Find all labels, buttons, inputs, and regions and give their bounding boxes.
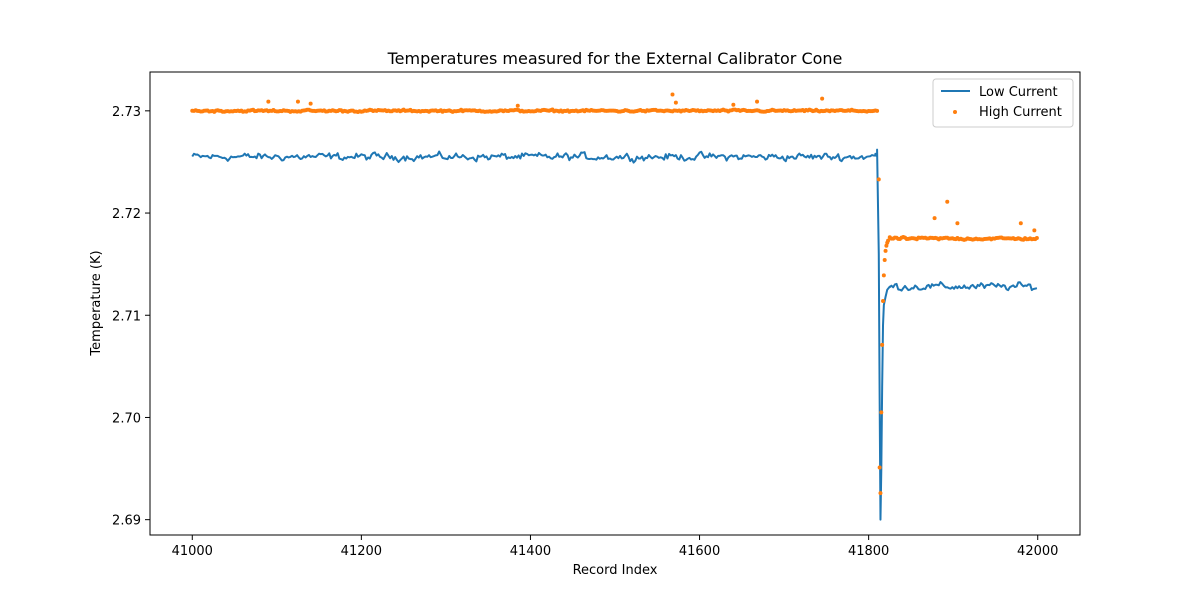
scatter-point-high-current [955,221,960,226]
series-high-current [190,92,1039,496]
legend: Low Current High Current [932,78,1074,128]
scatter-point-high-current [880,342,885,347]
scatter-point-high-current [884,243,889,248]
x-tick-label: 41800 [848,544,889,559]
legend-label-high-current: High Current [979,105,1062,120]
scatter-point-high-current [881,298,886,303]
y-tick-label: 2.70 [112,411,141,426]
y-tick-label: 2.71 [112,309,141,324]
scatter-point-high-current [881,273,886,278]
x-tick-label: 42000 [1017,544,1058,559]
scatter-point-high-current [945,199,950,204]
scatter-point-high-current [876,177,881,182]
scatter-point-high-current [673,100,678,105]
x-axis-label: Record Index [573,563,658,578]
scatter-point-high-current [882,258,887,263]
chart-title: Temperatures measured for the External C… [387,49,843,68]
scatter-point-high-current [295,99,300,104]
plot-area [149,71,1081,536]
y-axis: 2.69 2.70 2.71 2.72 2.73 [112,105,150,529]
plot-frame [149,71,1081,536]
scatter-point-high-current [886,238,891,243]
plot-background [150,72,1080,535]
x-tick-label: 41200 [341,544,382,559]
x-tick-label: 41000 [172,544,213,559]
scatter-point-high-current [670,92,675,97]
x-tick-label: 41400 [510,544,551,559]
scatter-point-high-current [1032,228,1037,233]
scatter-point-high-current [755,99,760,104]
scatter-point-high-current [308,101,313,106]
scatter-point-high-current [515,103,520,108]
scatter-point-high-current [1018,221,1023,226]
scatter-point-high-current [1034,236,1039,241]
scatter-point-high-current [877,465,882,470]
scatter-point-high-current [875,108,880,113]
scatter-point-high-current [731,102,736,107]
scatter-point-high-current [932,216,937,221]
scatter-point-high-current [878,491,883,496]
y-tick-label: 2.72 [112,207,141,222]
scatter-point-high-current [820,96,825,101]
x-axis: 41000 41200 41400 41600 41800 42000 [172,535,1058,559]
legend-label-low-current: Low Current [979,85,1058,100]
legend-swatch-high-current [953,110,957,114]
series-line-low-current [191,148,1038,521]
scatter-point-high-current [883,248,888,253]
y-axis-label: Temperature (K) [89,250,104,356]
y-tick-label: 2.73 [112,105,141,120]
y-tick-label: 2.69 [112,514,141,529]
scatter-point-high-current [879,410,884,415]
x-tick-label: 41600 [679,544,720,559]
series-low-current [191,148,1038,521]
scatter-point-high-current [266,99,271,104]
